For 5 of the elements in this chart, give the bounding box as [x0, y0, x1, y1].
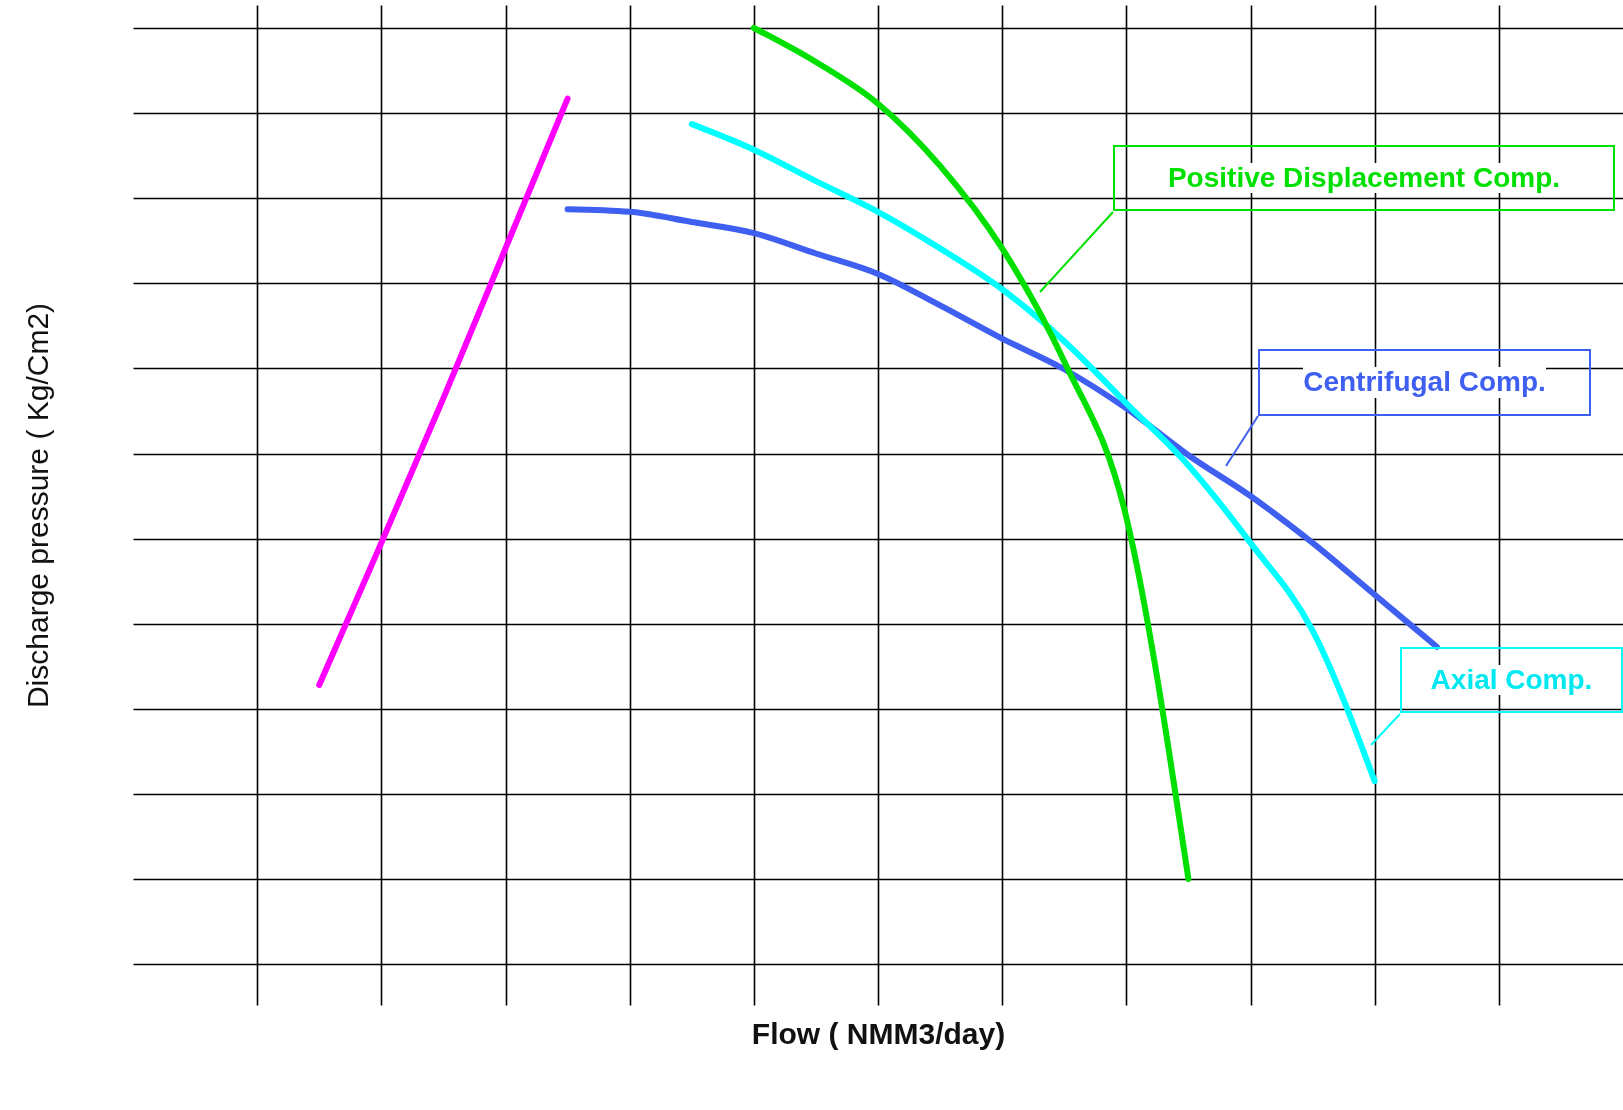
text: Centrifugal Comp.: [1303, 366, 1546, 398]
text: Positive Displacement Comp.: [1167, 161, 1561, 194]
text: Axial Comp.: [1430, 663, 1593, 696]
y-axis-title: Discharge pressure ( Kg/Cm2): [20, 302, 54, 709]
x-axis-title: Flow ( NMM3/day): [751, 1016, 1006, 1050]
